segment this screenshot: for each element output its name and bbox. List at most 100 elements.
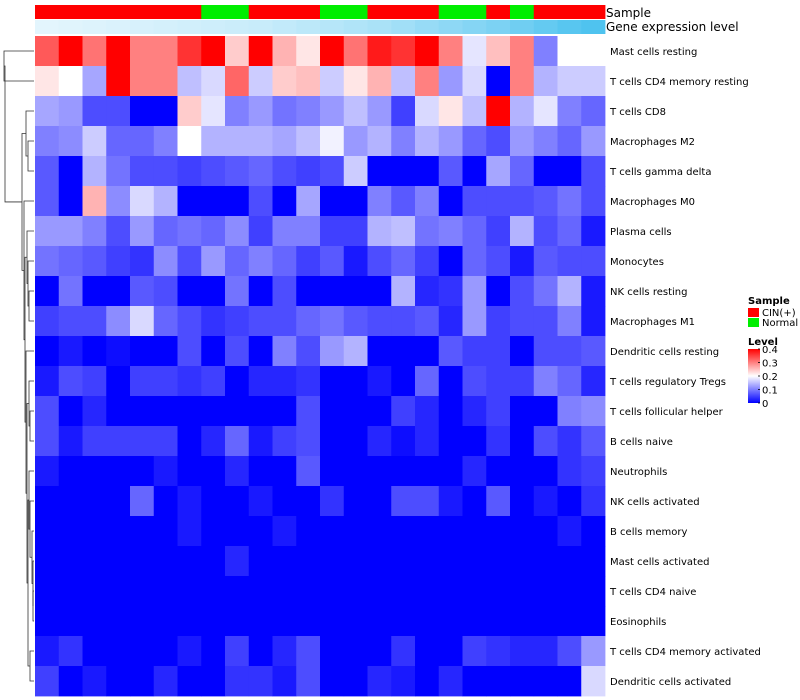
sample-anno-cell — [320, 5, 345, 19]
heatmap-cell — [391, 636, 416, 667]
heatmap-cell — [343, 276, 368, 307]
heatmap-cell — [272, 576, 297, 607]
heatmap-cell — [557, 366, 582, 397]
heatmap-cell — [130, 66, 155, 97]
heatmap-cell — [320, 246, 345, 277]
heatmap-cell — [201, 66, 226, 97]
heatmap-cell — [153, 36, 178, 67]
row-label: Dendritic cells resting — [610, 347, 719, 358]
row-label: B cells naive — [610, 437, 673, 448]
heatmap-cell — [367, 156, 392, 187]
gene-expression-anno-cell — [320, 20, 345, 34]
row-dendrogram — [3, 50, 34, 682]
heatmap-cell — [510, 126, 535, 157]
heatmap-cell — [438, 36, 463, 67]
heatmap-cell — [35, 456, 60, 487]
heatmap-cell — [510, 336, 535, 367]
sample-anno-cell — [438, 5, 463, 19]
row-labels: Mast cells resting T cells CD4 memory res… — [609, 47, 761, 688]
heatmap-cell — [130, 96, 155, 127]
heatmap-cell — [320, 336, 345, 367]
heatmap-cell — [82, 246, 107, 277]
sample-anno-cell — [343, 5, 368, 19]
heatmap-cell — [557, 276, 582, 307]
heatmap-cell — [320, 216, 345, 247]
heatmap-cell — [248, 276, 273, 307]
heatmap-cell — [296, 576, 321, 607]
heatmap-cell — [557, 636, 582, 667]
heatmap-cell — [415, 516, 440, 547]
heatmap-cell — [35, 156, 60, 187]
heatmap-cell — [177, 456, 202, 487]
heatmap-cell — [533, 426, 558, 457]
heatmap-cell — [106, 126, 131, 157]
heatmap-cell — [153, 216, 178, 247]
heatmap-cell — [438, 96, 463, 127]
heatmap-cell — [486, 606, 511, 637]
heatmap-cell — [533, 456, 558, 487]
heatmap-cell — [391, 186, 416, 217]
heatmap-cell — [296, 186, 321, 217]
heatmap-cell — [533, 126, 558, 157]
heatmap-cell — [177, 396, 202, 427]
heatmap-cell — [343, 66, 368, 97]
heatmap-cell — [248, 486, 273, 517]
sample-anno-cell — [82, 5, 107, 19]
heatmap-cell — [130, 306, 155, 337]
heatmap-cell — [272, 486, 297, 517]
heatmap-cell — [201, 276, 226, 307]
heatmap-cell — [177, 186, 202, 217]
row-label: Neutrophils — [610, 467, 667, 478]
heatmap-cell — [415, 636, 440, 667]
heatmap-cell — [272, 636, 297, 667]
heatmap-cell — [82, 276, 107, 307]
heatmap-cell — [438, 306, 463, 337]
heatmap-cell — [438, 426, 463, 457]
heatmap-cell — [438, 576, 463, 607]
heatmap-cell — [391, 606, 416, 637]
gene-expression-anno-cell — [510, 20, 535, 34]
heatmap-cell — [533, 186, 558, 217]
heatmap-cell — [533, 336, 558, 367]
heatmap-cell — [486, 546, 511, 577]
gene-expression-anno-cell — [415, 20, 440, 34]
heatmap-cell — [177, 276, 202, 307]
heatmap-cell — [438, 156, 463, 187]
heatmap-cell — [153, 246, 178, 277]
heatmap-cell — [225, 666, 250, 697]
heatmap-cell — [130, 456, 155, 487]
heatmap-cell — [438, 516, 463, 547]
heatmap-cell — [510, 606, 535, 637]
heatmap-cell — [177, 576, 202, 607]
gene-expression-annotation-bar — [35, 20, 606, 34]
heatmap-cell — [35, 246, 60, 277]
heatmap-cell — [82, 366, 107, 397]
heatmap-cell — [557, 36, 582, 67]
heatmap-cell — [296, 366, 321, 397]
heatmap-cell — [343, 186, 368, 217]
row-label: Macrophages M0 — [610, 197, 695, 208]
sample-anno-cell — [391, 5, 416, 19]
heatmap-cell — [462, 276, 487, 307]
heatmap-cell — [153, 516, 178, 547]
heatmap-cell — [177, 666, 202, 697]
heatmap-cell — [177, 156, 202, 187]
heatmap-cell — [225, 186, 250, 217]
heatmap-cell — [106, 156, 131, 187]
heatmap-cell — [581, 156, 606, 187]
heatmap-cell — [177, 516, 202, 547]
heatmap-cell — [557, 186, 582, 217]
heatmap-cell — [296, 36, 321, 67]
heatmap-cell — [533, 486, 558, 517]
sample-anno-cell — [462, 5, 487, 19]
heatmap-cell — [58, 96, 83, 127]
heatmap-cell — [130, 516, 155, 547]
heatmap-cell — [581, 246, 606, 277]
legend-level-tick-label: 0.4 — [762, 345, 778, 356]
heatmap-cell — [296, 66, 321, 97]
heatmap-cell — [35, 576, 60, 607]
heatmap-cell — [130, 216, 155, 247]
heatmap-cell — [343, 486, 368, 517]
heatmap-cell — [272, 276, 297, 307]
heatmap-cell — [391, 36, 416, 67]
